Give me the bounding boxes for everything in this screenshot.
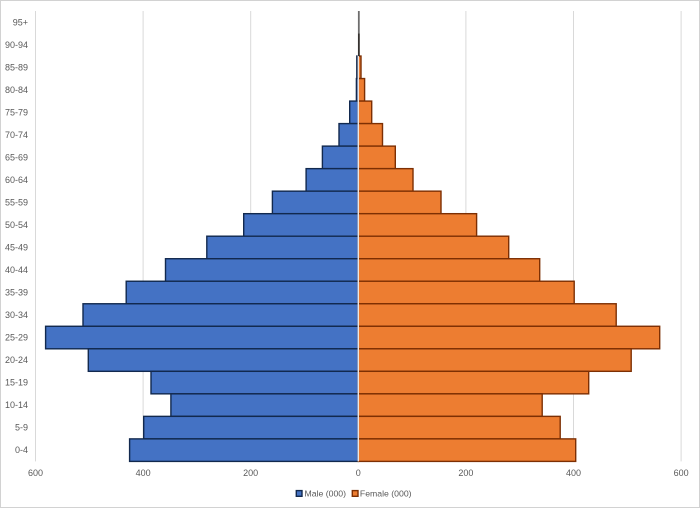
- svg-text:200: 200: [243, 468, 258, 478]
- svg-text:0-4: 0-4: [15, 445, 28, 455]
- svg-text:25-29: 25-29: [5, 333, 28, 343]
- svg-text:15-19: 15-19: [5, 378, 28, 388]
- svg-text:60-64: 60-64: [5, 175, 28, 185]
- svg-text:Male (000): Male (000): [305, 488, 347, 498]
- svg-text:10-14: 10-14: [5, 400, 28, 410]
- svg-text:70-74: 70-74: [5, 130, 28, 140]
- svg-text:30-34: 30-34: [5, 310, 28, 320]
- svg-text:80-84: 80-84: [5, 85, 28, 95]
- svg-text:5-9: 5-9: [15, 423, 28, 433]
- svg-text:55-59: 55-59: [5, 198, 28, 208]
- svg-text:75-79: 75-79: [5, 107, 28, 117]
- svg-text:50-54: 50-54: [5, 220, 28, 230]
- svg-text:40-44: 40-44: [5, 265, 28, 275]
- svg-text:95+: 95+: [13, 17, 28, 27]
- svg-text:35-39: 35-39: [5, 288, 28, 298]
- svg-text:400: 400: [136, 468, 151, 478]
- svg-text:600: 600: [674, 468, 689, 478]
- svg-text:0: 0: [356, 468, 361, 478]
- svg-text:90-94: 90-94: [5, 40, 28, 50]
- svg-text:45-49: 45-49: [5, 243, 28, 253]
- svg-text:Female (000): Female (000): [360, 488, 412, 498]
- svg-text:200: 200: [458, 468, 473, 478]
- svg-text:65-69: 65-69: [5, 152, 28, 162]
- svg-text:20-24: 20-24: [5, 355, 28, 365]
- svg-text:85-89: 85-89: [5, 62, 28, 72]
- svg-text:400: 400: [566, 468, 581, 478]
- svg-text:600: 600: [28, 468, 43, 478]
